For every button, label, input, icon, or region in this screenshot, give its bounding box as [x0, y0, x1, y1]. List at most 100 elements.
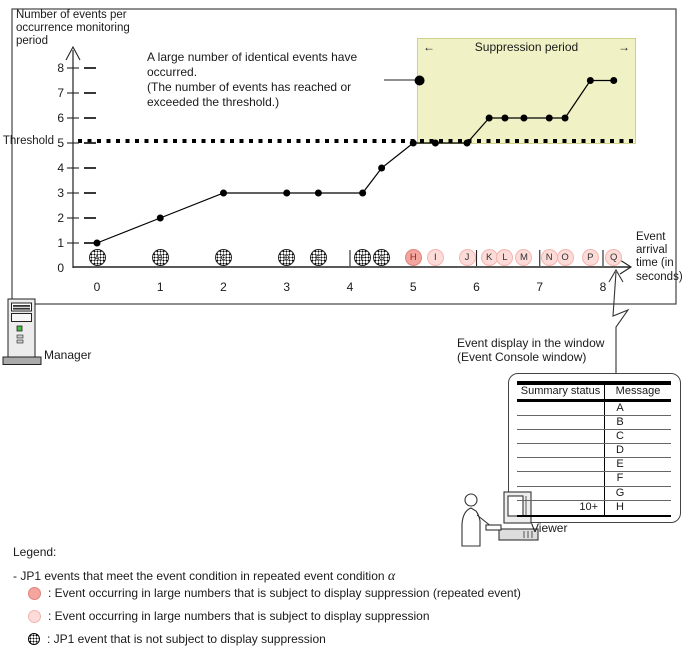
legend-item-text: : Event occurring in large numbers that … [48, 586, 521, 600]
event-circle-m: M [515, 249, 533, 266]
event-circle-a: A [88, 249, 106, 266]
event-circle-h: H [404, 249, 422, 266]
table-bottom-bar [517, 514, 671, 518]
table-row: A [517, 402, 671, 417]
cell-summary-status: 10+ [579, 500, 598, 513]
x-tick-label: 4 [346, 280, 354, 294]
table-top-bar [517, 381, 671, 385]
event-circle-l: L [496, 249, 514, 266]
cell-message: E [604, 458, 671, 472]
x-tick-label: 1 [156, 280, 164, 294]
data-point [485, 114, 493, 122]
x-tick-label: 8 [599, 280, 607, 294]
table-row: F [517, 472, 671, 487]
cell-summary-status [517, 444, 604, 457]
column-header-summary-status: Summary status [520, 385, 601, 397]
repeated-event-swatch-icon [28, 586, 41, 600]
event-circle-e: E [309, 249, 327, 266]
x-tick-label: 5 [409, 280, 417, 294]
y-tick-label: 1 [57, 236, 64, 250]
x-tick-label: 0 [93, 280, 101, 294]
legend-group-label: - JP1 events that meet the event conditi… [13, 569, 396, 584]
x-tick-label: 3 [283, 280, 291, 294]
event-display-caption: Event display in the window (Event Conso… [457, 336, 605, 365]
event-circle-f: F [354, 249, 372, 266]
event-circle-g: G [373, 249, 391, 266]
event-circle-k: K [480, 249, 498, 266]
y-tick-label: 7 [57, 86, 64, 100]
data-point [378, 164, 386, 172]
chart-frame [11, 8, 677, 305]
viewer-computer-icon [485, 491, 539, 541]
y-tick-label: 3 [57, 186, 64, 200]
data-point [545, 114, 553, 122]
data-point [359, 189, 367, 197]
alpha-symbol: α [387, 569, 396, 584]
y-tick-label: 6 [57, 111, 64, 125]
data-point [586, 77, 594, 84]
cell-summary-status [517, 416, 604, 429]
data-point [610, 77, 618, 84]
manager-label: Manager [44, 348, 92, 362]
cell-summary-status [517, 402, 604, 415]
x-tick-label: 2 [220, 280, 227, 294]
y-tick-label: 4 [57, 161, 64, 175]
data-point [314, 189, 322, 197]
table-header-bar [517, 398, 671, 402]
x-tick-label: 7 [536, 280, 544, 294]
event-console-table: Summary status Message A B C D E F G 10+ H [517, 381, 671, 518]
event-circle-p: P [581, 249, 599, 266]
suppression-period-box: ← Suppression period → [417, 38, 636, 144]
cell-message: A [604, 402, 671, 416]
event-circle-c: C [215, 249, 232, 266]
cell-message: H [604, 500, 671, 515]
cell-summary-status [517, 458, 604, 471]
event-circle-d: D [278, 249, 296, 266]
table-pointer-zigzag-line [612, 271, 630, 373]
viewer-label: Viewer [531, 521, 568, 535]
cell-message: D [604, 444, 671, 458]
table-row: E [517, 458, 671, 473]
x-tick-label: 6 [473, 280, 480, 294]
data-point [283, 189, 291, 197]
event-circle-j: J [458, 249, 476, 266]
x-axis-title: Event arrival time (in seconds) [636, 231, 683, 283]
legend-item-text: : Event occurring in large numbers that … [48, 609, 430, 623]
event-count-line [93, 75, 618, 247]
table-header-row: Summary status Message [517, 385, 671, 399]
y-tick-label: 8 [57, 61, 64, 75]
cell-message: C [604, 430, 671, 444]
data-point [463, 139, 471, 147]
manager-server-icon [2, 298, 42, 365]
viewer-person-icon [461, 493, 498, 547]
pointer-up-arrowhead-icon [608, 268, 624, 283]
x-axis-arrow-icon [619, 259, 633, 275]
event-circle-q: Q [605, 249, 623, 266]
y-tick-label: 0 [57, 261, 64, 275]
suppression-period-label: Suppression period [474, 40, 579, 54]
data-point [156, 214, 164, 222]
column-header-message: Message [604, 385, 671, 399]
cell-summary-status [517, 487, 604, 500]
table-row: D [517, 444, 671, 459]
cell-summary-status [517, 472, 604, 485]
data-point [501, 114, 509, 122]
legend-item-suppressed: : Event occurring in large numbers that … [28, 608, 430, 624]
data-point [520, 114, 528, 122]
annotation-callout-dot [414, 75, 425, 86]
event-circle-b: B [151, 249, 169, 266]
event-circle-n: N [540, 249, 558, 266]
threshold-label: Threshold [2, 135, 54, 147]
y-tick-label: 5 [57, 136, 64, 150]
event-console-card [508, 373, 681, 523]
data-point [93, 239, 101, 247]
table-row: 10+ H [517, 500, 671, 515]
cell-message: B [604, 416, 671, 430]
data-point [220, 189, 227, 197]
legend-item-normal: : JP1 event that is not subject to displ… [28, 631, 326, 647]
suppression-left-arrow-icon: ← [423, 40, 435, 54]
event-circle-o: O [556, 249, 574, 266]
data-point [561, 114, 569, 122]
